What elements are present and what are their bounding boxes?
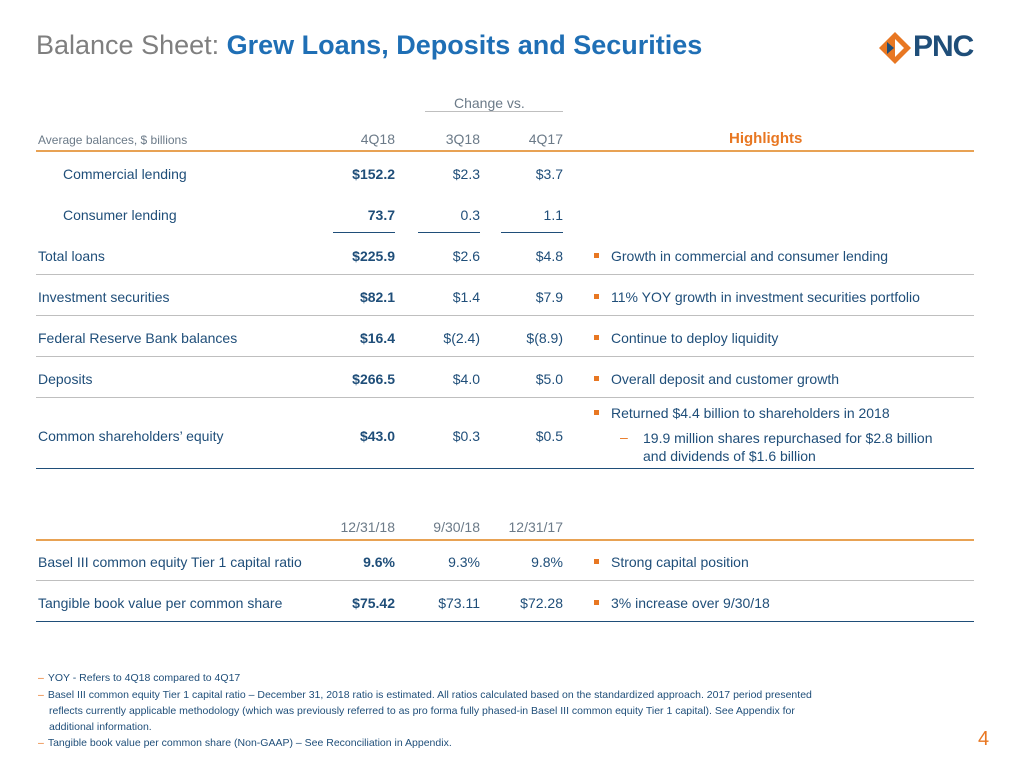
footnote: – YOY - Refers to 4Q18 compared to 4Q17 [38, 672, 241, 684]
subtotal-rule [333, 232, 395, 233]
highlights-header: Highlights [729, 130, 803, 147]
change-vs-label: Change vs. [454, 95, 525, 111]
pnc-logo: PNC [878, 30, 990, 66]
subtotal-rule [501, 232, 563, 233]
bullet-icon [594, 253, 599, 258]
value-4q17: $4.8 [535, 248, 563, 264]
dash-icon: – [620, 429, 628, 445]
value-4q17: $3.7 [535, 166, 563, 182]
title-prefix: Balance Sheet: [36, 30, 220, 60]
value-4q18: $43.0 [359, 428, 395, 444]
value-4q18: $16.4 [359, 330, 395, 346]
highlight-text: Growth in commercial and consumer lendin… [611, 248, 889, 264]
row-divider [36, 274, 974, 275]
row-header: Average balances, $ billions [38, 133, 188, 147]
footnote: – Basel III common equity Tier 1 capital … [38, 689, 812, 701]
highlight-text: Overall deposit and customer growth [611, 371, 839, 387]
col-header-4q18: 4Q18 [360, 131, 395, 147]
row-label: Deposits [38, 371, 93, 387]
value-4q17: 1.1 [543, 207, 563, 223]
footnote-continuation: reflects currently applicable methodolog… [49, 705, 795, 717]
row-label: Basel III common equity Tier 1 capital r… [38, 554, 302, 570]
value-12-31-18: $75.42 [352, 595, 395, 611]
row-label: Commercial lending [63, 166, 187, 182]
row-label: Common shareholders’ equity [38, 428, 224, 444]
value-9-30-18: 9.3% [448, 554, 480, 570]
row-label: Consumer lending [63, 207, 177, 223]
page-title: Balance Sheet: Grew Loans, Deposits and … [36, 30, 702, 61]
row-label: Investment securities [38, 289, 170, 305]
value-3q18: $(2.4) [443, 330, 480, 346]
value-3q18: $0.3 [452, 428, 480, 444]
col-header-12-31-17: 12/31/17 [508, 519, 564, 535]
highlight-text: Continue to deploy liquidity [611, 330, 779, 346]
row-label: Federal Reserve Bank balances [38, 330, 238, 346]
footnote: – Tangible book value per common share (N… [38, 737, 452, 749]
highlight-subtext: 19.9 million shares repurchased for $2.8… [643, 430, 933, 446]
row-label: Total loans [38, 248, 105, 264]
row-label: Tangible book value per common share [38, 595, 283, 611]
highlight-text: 3% increase over 9/30/18 [611, 595, 770, 611]
value-4q18: $152.2 [352, 166, 395, 182]
footnote-text: YOY - Refers to 4Q18 compared to 4Q17 [47, 672, 241, 684]
value-12-31-18: 9.6% [363, 554, 395, 570]
table-bottom-rule [36, 621, 974, 622]
highlight-text: Returned $4.4 billion to shareholders in… [611, 405, 890, 421]
change-vs-divider [425, 111, 563, 112]
row-divider [36, 397, 974, 398]
footnote-text: Tangible book value per common share (No… [47, 737, 452, 749]
col-header-3q18: 3Q18 [445, 131, 480, 147]
row-divider [36, 580, 974, 581]
value-4q17: $(8.9) [526, 330, 563, 346]
footnote-continuation: additional information. [49, 721, 152, 733]
value-9-30-18: $73.11 [438, 595, 480, 611]
col-header-12-31-18: 12/31/18 [340, 519, 396, 535]
footnote-text: Basel III common equity Tier 1 capital r… [47, 689, 812, 701]
bullet-icon [594, 559, 599, 564]
pnc-logo-text: PNC [913, 30, 974, 63]
header-rule [36, 150, 974, 152]
bullet-icon [594, 410, 599, 415]
value-4q17: $5.0 [535, 371, 563, 387]
col-header-9-30-18: 9/30/18 [433, 519, 480, 535]
bullet-icon [594, 376, 599, 381]
title-main: Grew Loans, Deposits and Securities [226, 30, 703, 60]
value-4q18: 73.7 [367, 207, 395, 223]
row-divider [36, 356, 974, 357]
value-3q18: 0.3 [460, 207, 480, 223]
value-4q17: $0.5 [535, 428, 563, 444]
value-3q18: $2.3 [452, 166, 480, 182]
row-divider [36, 315, 974, 316]
bullet-icon [594, 600, 599, 605]
value-12-31-17: 9.8% [531, 554, 563, 570]
table-bottom-rule [36, 468, 974, 469]
page-number: 4 [978, 728, 990, 750]
value-4q17: $7.9 [535, 289, 563, 305]
value-3q18: $2.6 [452, 248, 480, 264]
value-4q18: $82.1 [359, 289, 395, 305]
highlight-subtext: and dividends of $1.6 billion [643, 448, 816, 464]
highlight-text: 11% YOY growth in investment securities … [611, 289, 920, 305]
subtotal-rule [418, 232, 480, 233]
highlight-text: Strong capital position [611, 554, 749, 570]
bullet-icon [594, 335, 599, 340]
header-rule [36, 539, 974, 541]
value-3q18: $1.4 [452, 289, 480, 305]
value-12-31-17: $72.28 [520, 595, 563, 611]
col-header-4q17: 4Q17 [528, 131, 563, 147]
value-4q18: $266.5 [352, 371, 395, 387]
value-3q18: $4.0 [452, 371, 480, 387]
value-4q18: $225.9 [352, 248, 395, 264]
bullet-icon [594, 294, 599, 299]
pnc-logo-icon [879, 32, 911, 64]
